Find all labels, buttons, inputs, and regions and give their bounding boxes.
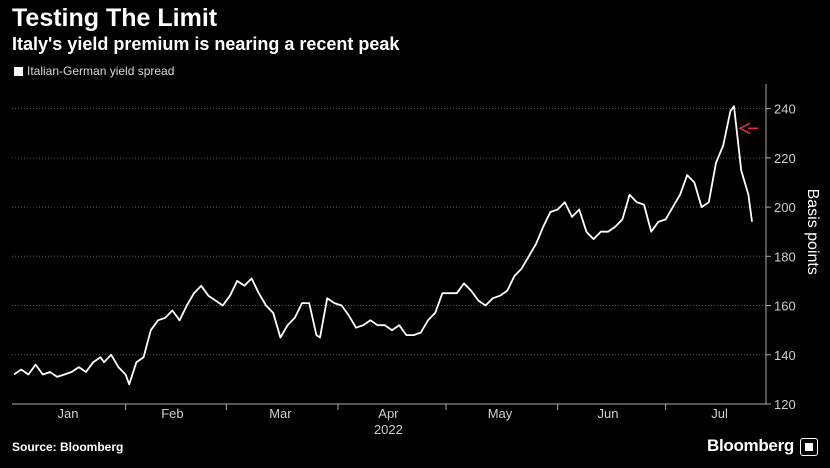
- source-note: Source: Bloomberg: [12, 440, 124, 454]
- annotation-arrow-head: [738, 122, 751, 134]
- brand-logo: Bloomberg: [706, 436, 794, 455]
- x-tick-label-jan: Jan: [58, 406, 79, 421]
- legend-swatch: [14, 66, 23, 76]
- chart-title: Testing The Limit: [12, 4, 218, 32]
- y-tick-label-220: 220: [774, 151, 796, 166]
- y-tick-label-140: 140: [774, 348, 796, 363]
- x-tick-label-apr: Apr: [378, 406, 399, 421]
- y-tick-label-180: 180: [774, 249, 796, 264]
- x-tick-label-jun: Jun: [598, 406, 619, 421]
- legend: Italian-German yield spread: [14, 64, 174, 78]
- x-axis-title: 2022: [374, 422, 403, 437]
- y-tick-label-160: 160: [774, 299, 796, 314]
- chart-subtitle: Italy's yield premium is nearing a recen…: [12, 34, 400, 54]
- legend-label: Italian-German yield spread: [27, 64, 175, 78]
- x-tick-label-may: May: [488, 406, 513, 421]
- x-tick-label-mar: Mar: [269, 406, 292, 421]
- y-tick-label-120: 120: [774, 397, 796, 412]
- brand-mark-icon: [800, 438, 818, 456]
- y-tick-label-240: 240: [774, 102, 796, 117]
- series-line-0: [13, 105, 753, 386]
- y-axis-title: Basis points: [804, 189, 821, 275]
- x-tick-label-feb: Feb: [161, 406, 183, 421]
- x-tick-label-jul: Jul: [711, 406, 728, 421]
- y-tick-label-200: 200: [774, 200, 796, 215]
